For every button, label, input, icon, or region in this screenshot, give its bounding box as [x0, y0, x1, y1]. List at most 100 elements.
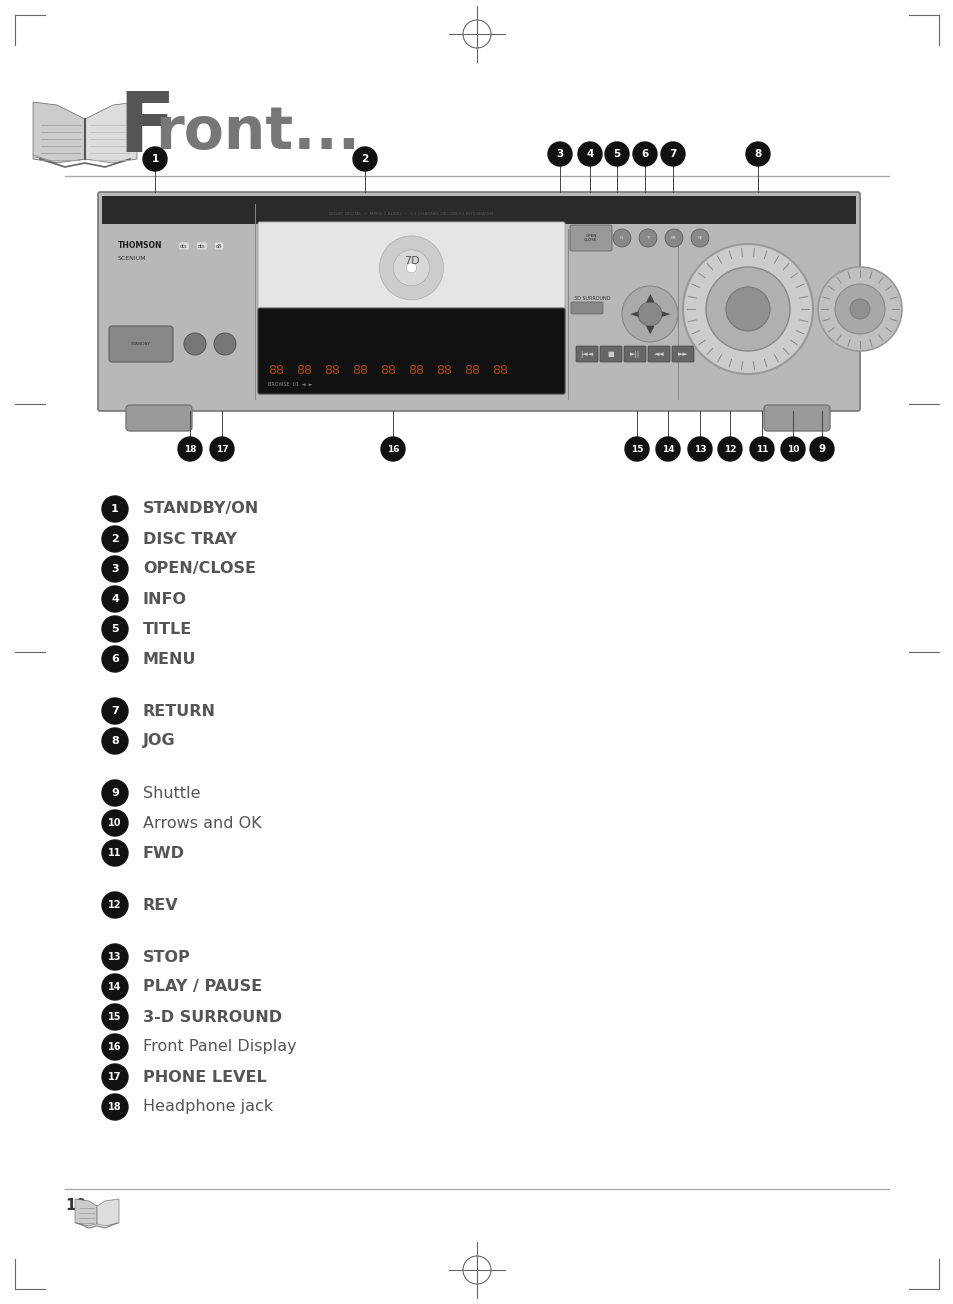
FancyBboxPatch shape [257, 308, 564, 394]
Circle shape [547, 142, 572, 166]
Bar [102, 196, 855, 224]
FancyBboxPatch shape [599, 346, 621, 363]
FancyBboxPatch shape [623, 346, 645, 363]
Circle shape [213, 333, 235, 355]
Text: 5: 5 [112, 625, 119, 634]
Text: Headphone jack: Headphone jack [143, 1099, 273, 1115]
Circle shape [102, 585, 128, 612]
Text: 13: 13 [693, 445, 705, 454]
Text: 1: 1 [111, 505, 119, 514]
Circle shape [705, 267, 789, 351]
Text: 6: 6 [111, 655, 119, 664]
Text: IN: IN [619, 236, 623, 240]
Text: PHONE LEVEL: PHONE LEVEL [143, 1069, 267, 1085]
Text: 4: 4 [111, 595, 119, 604]
Text: 4: 4 [586, 149, 593, 159]
Circle shape [102, 840, 128, 866]
Circle shape [690, 230, 708, 246]
Text: 2: 2 [111, 535, 119, 544]
Circle shape [745, 142, 769, 166]
Text: DOLBY DIGITAL  •  MPEG 2 AUDIO  •  5.1 CHANNEL DECODERS INTEGRATED: DOLBY DIGITAL • MPEG 2 AUDIO • 5.1 CHANN… [329, 213, 493, 216]
Circle shape [102, 810, 128, 836]
Text: 13: 13 [108, 952, 122, 962]
Circle shape [682, 244, 812, 374]
Text: 88: 88 [324, 365, 339, 377]
Circle shape [102, 944, 128, 970]
Text: BROWSE  01  ◄  ►: BROWSE 01 ◄ ► [268, 382, 312, 387]
Text: 18: 18 [184, 445, 196, 454]
Circle shape [102, 892, 128, 918]
Circle shape [143, 147, 167, 171]
FancyBboxPatch shape [647, 346, 669, 363]
Circle shape [184, 333, 206, 355]
Text: TI: TI [645, 236, 649, 240]
Text: |◄◄: |◄◄ [579, 351, 593, 357]
Circle shape [102, 780, 128, 806]
Text: 17: 17 [108, 1072, 122, 1082]
Circle shape [393, 250, 429, 286]
Text: Arrows and OK: Arrows and OK [143, 815, 261, 831]
Text: ►►: ►► [677, 351, 688, 357]
Text: MENU: MENU [143, 652, 196, 666]
FancyBboxPatch shape [126, 406, 192, 432]
Text: 11: 11 [755, 445, 767, 454]
Circle shape [353, 147, 376, 171]
Circle shape [639, 230, 657, 246]
Text: 11: 11 [108, 848, 122, 858]
Text: 88: 88 [379, 365, 395, 377]
Text: 14: 14 [108, 982, 122, 992]
Circle shape [718, 437, 741, 462]
Circle shape [210, 437, 233, 462]
Text: ▼: ▼ [645, 325, 654, 335]
Text: 88: 88 [408, 365, 423, 377]
Text: 12: 12 [108, 900, 122, 910]
Text: 1: 1 [152, 154, 158, 164]
Text: ■: ■ [607, 351, 614, 357]
Circle shape [817, 267, 901, 351]
Text: DISC TRAY: DISC TRAY [143, 532, 236, 546]
Text: ◄: ◄ [629, 309, 638, 319]
Text: 14: 14 [661, 445, 674, 454]
Text: PLAY / PAUSE: PLAY / PAUSE [143, 979, 262, 995]
Text: 16: 16 [108, 1042, 122, 1052]
Circle shape [664, 230, 682, 246]
Circle shape [102, 974, 128, 1000]
Text: 10: 10 [786, 445, 799, 454]
Text: OPEN
CLOSE: OPEN CLOSE [583, 233, 598, 243]
FancyBboxPatch shape [109, 326, 172, 363]
Circle shape [638, 303, 661, 326]
FancyBboxPatch shape [98, 192, 859, 411]
Circle shape [406, 263, 416, 273]
Text: REV: REV [143, 897, 178, 913]
Circle shape [633, 142, 657, 166]
Text: STANDBY/ON: STANDBY/ON [143, 502, 259, 516]
Text: SCENIUM: SCENIUM [118, 256, 147, 261]
Text: FWD: FWD [143, 845, 185, 861]
Circle shape [102, 1064, 128, 1090]
Text: 88: 88 [295, 365, 312, 377]
Text: 10: 10 [108, 818, 122, 828]
Circle shape [102, 526, 128, 552]
FancyBboxPatch shape [571, 303, 602, 314]
Text: 9: 9 [111, 788, 119, 798]
Circle shape [809, 437, 833, 462]
Polygon shape [33, 102, 85, 163]
FancyBboxPatch shape [569, 226, 612, 250]
Text: 3: 3 [112, 565, 119, 574]
Text: 7D: 7D [403, 256, 419, 266]
Text: 3-D SURROUND: 3-D SURROUND [143, 1009, 282, 1025]
Text: ►: ► [661, 309, 670, 319]
Circle shape [102, 1094, 128, 1120]
Text: 88: 88 [463, 365, 479, 377]
Text: 9: 9 [818, 443, 824, 454]
Circle shape [102, 615, 128, 642]
Text: RETURN: RETURN [143, 703, 215, 719]
FancyBboxPatch shape [257, 222, 564, 314]
Polygon shape [97, 1198, 119, 1226]
Text: 3: 3 [556, 149, 563, 159]
Circle shape [102, 496, 128, 522]
Circle shape [380, 437, 405, 462]
Text: 88: 88 [492, 365, 507, 377]
Text: 7: 7 [111, 705, 119, 716]
Circle shape [102, 1034, 128, 1060]
